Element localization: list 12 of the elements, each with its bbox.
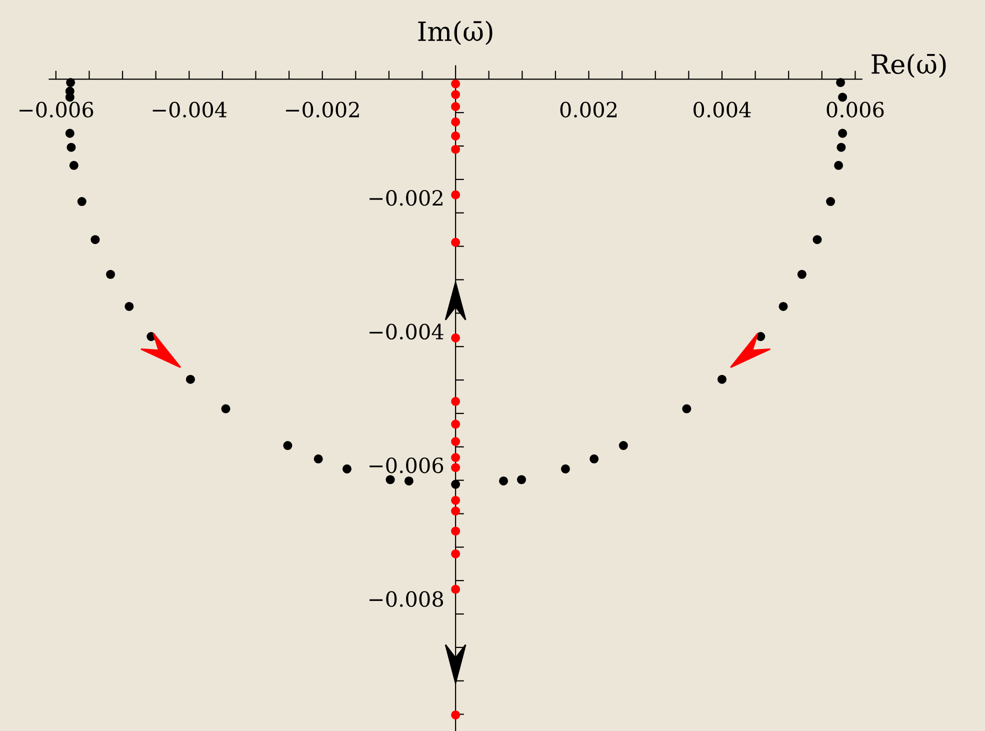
y-tick-label: −0.006 (370, 457, 444, 474)
y-tick-label: −0.002 (370, 190, 442, 206)
y-tick-label: −0.008 (370, 591, 444, 607)
x-axis-title: Re(ω̄) (872, 54, 946, 78)
y-axis-title: Im(ω̄) (418, 20, 492, 45)
x-tick-label: −0.006 (20, 102, 94, 118)
x-tick-label: 0.004 (694, 102, 751, 118)
x-tick-label: 0.002 (560, 102, 617, 118)
x-tick-label: 0.006 (826, 102, 884, 118)
y-tick-label: −0.004 (370, 324, 444, 340)
x-tick-label: −0.002 (286, 102, 359, 118)
x-tick-label: −0.004 (152, 102, 227, 118)
